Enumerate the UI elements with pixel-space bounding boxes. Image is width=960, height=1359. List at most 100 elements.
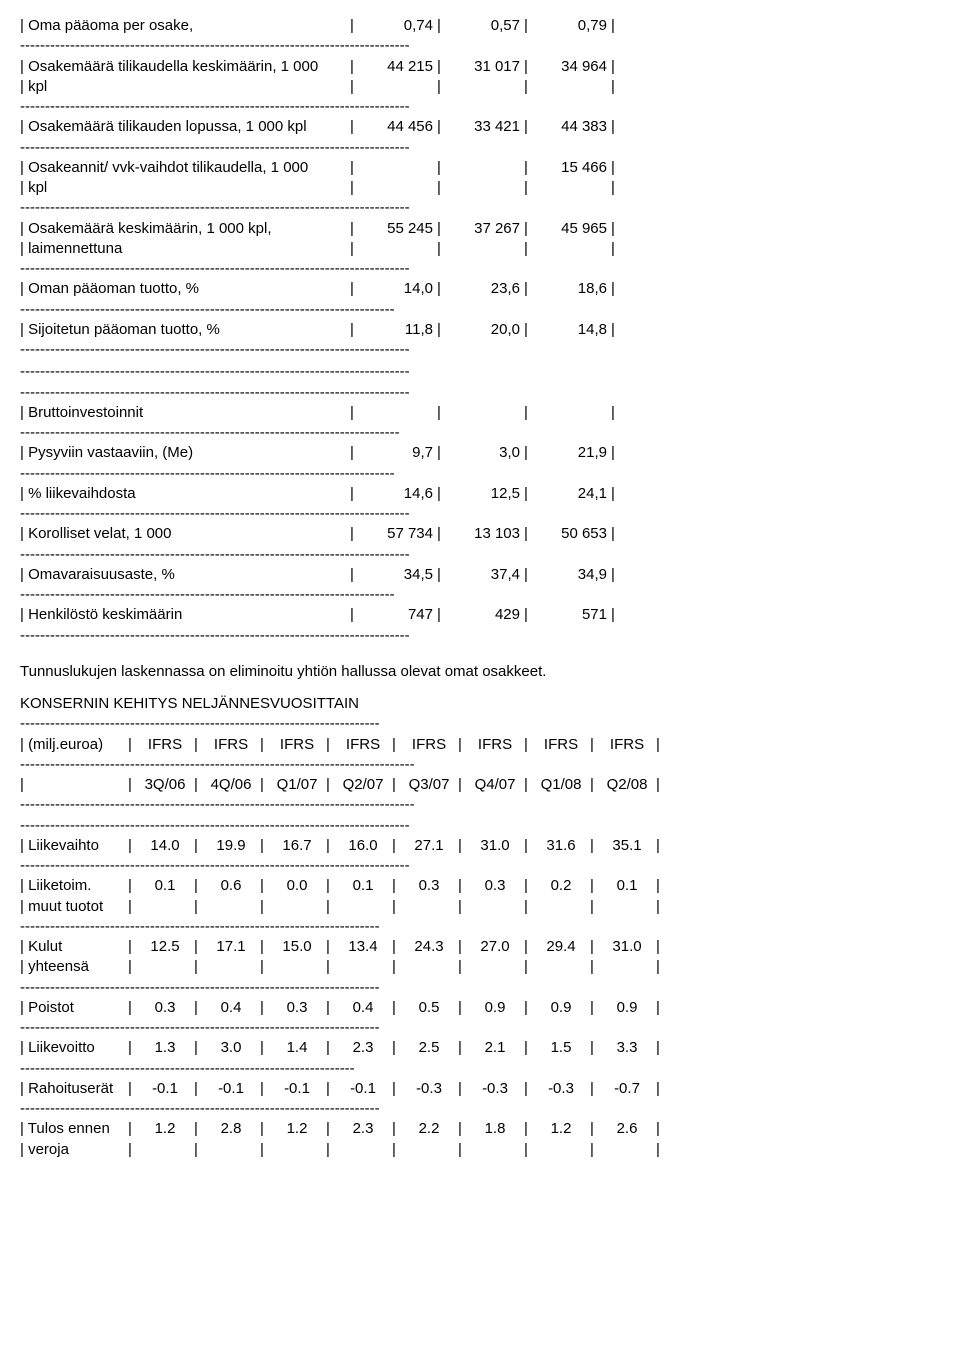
cell: 0.3 [400, 876, 458, 896]
pipe: | [524, 775, 532, 795]
pipe: | [524, 77, 532, 97]
separator: ----------------------------------------… [20, 917, 940, 937]
table-row: | Kulut|12.5|17.1|15.0|13.4|24.3|27.0|29… [20, 937, 940, 957]
table-row-sub: | kpl|||| [20, 77, 940, 97]
pipe: | [524, 443, 532, 463]
cell: IFRS [466, 735, 524, 755]
pipe: | [437, 484, 445, 504]
pipe: | [524, 57, 532, 77]
pipe: | [350, 77, 358, 97]
separator: ----------------------------------------… [20, 97, 940, 117]
table-row: | |3Q/06|4Q/06|Q1/07|Q2/07|Q3/07|Q4/07|Q… [20, 775, 940, 795]
pipe: | [350, 239, 358, 259]
cell: 16.0 [334, 836, 392, 856]
cell: 14,0 [358, 279, 437, 299]
cell: Q1/08 [532, 775, 590, 795]
pipe: | [128, 897, 136, 917]
pipe: | [260, 775, 268, 795]
pipe: | [524, 403, 532, 423]
cell: 0.1 [136, 876, 194, 896]
pipe: | [260, 876, 268, 896]
cell: 33 421 [445, 117, 524, 137]
cell: -0.1 [136, 1079, 194, 1099]
pipe: | [611, 178, 619, 198]
table-row: | Omavaraisuusaste, %|34,5|37,4|34,9| [20, 565, 940, 585]
table-row: | Liikevoitto|1.3|3.0|1.4|2.3|2.5|2.1|1.… [20, 1038, 940, 1058]
cell: IFRS [268, 735, 326, 755]
cell: IFRS [202, 735, 260, 755]
cell: 14,6 [358, 484, 437, 504]
pipe: | [524, 565, 532, 585]
pipe: | [524, 937, 532, 957]
cell: 3.0 [202, 1038, 260, 1058]
pipe: | [524, 998, 532, 1018]
pipe: | [194, 1140, 202, 1160]
row-label: | Osakemäärä tilikaudella keskimäärin, 1… [20, 57, 350, 77]
separator: ----------------------------------------… [20, 545, 940, 565]
pipe: | [437, 77, 445, 97]
cell: -0.1 [202, 1079, 260, 1099]
pipe: | [350, 16, 358, 36]
row-values: |||15 466| [350, 158, 619, 178]
pipe: | [128, 1038, 136, 1058]
cell: 31.6 [532, 836, 590, 856]
pipe: | [611, 524, 619, 544]
cell: 2.6 [598, 1119, 656, 1139]
pipe: | [194, 876, 202, 896]
pipe: | [656, 957, 664, 977]
pipe: | [524, 16, 532, 36]
pipe: | [350, 524, 358, 544]
cell: 0.1 [598, 876, 656, 896]
cell: 429 [445, 605, 524, 625]
cell: 27.0 [466, 937, 524, 957]
pipe: | [350, 320, 358, 340]
cell: 27.1 [400, 836, 458, 856]
pipe: | [656, 1079, 664, 1099]
pipe: | [392, 735, 400, 755]
pipe: | [524, 178, 532, 198]
row-values: |44 456|33 421|44 383| [350, 117, 619, 137]
pipe: | [590, 735, 598, 755]
row-values: |14,6|12,5|24,1| [350, 484, 619, 504]
row-label: | Liiketoim. [20, 876, 128, 896]
pipe: | [524, 1079, 532, 1099]
pipe: | [524, 1140, 532, 1160]
pipe: | [611, 77, 619, 97]
row-label: | % liikevaihdosta [20, 484, 350, 504]
pipe: | [656, 735, 664, 755]
cell: 20,0 [445, 320, 524, 340]
pipe: | [437, 524, 445, 544]
pipe: | [437, 158, 445, 178]
cell: 571 [532, 605, 611, 625]
pipe: | [611, 320, 619, 340]
cell: 0,79 [532, 16, 611, 36]
pipe: | [458, 1079, 466, 1099]
pipe: | [611, 443, 619, 463]
pipe: | [128, 836, 136, 856]
pipe: | [392, 1038, 400, 1058]
pipe: | [194, 735, 202, 755]
pipe: | [128, 876, 136, 896]
table-row-sub: | muut tuotot||||||||| [20, 897, 940, 917]
cell: 14,8 [532, 320, 611, 340]
pipe: | [611, 403, 619, 423]
pipe: | [656, 1140, 664, 1160]
row-label: | Omavaraisuusaste, % [20, 565, 350, 585]
pipe: | [611, 605, 619, 625]
pipe: | [392, 836, 400, 856]
pipe: | [392, 957, 400, 977]
pipe: | [656, 937, 664, 957]
pipe: | [350, 443, 358, 463]
row-label: | Osakeannit/ vvk-vaihdot tilikaudella, … [20, 158, 350, 178]
row-label: | Korolliset velat, 1 000 [20, 524, 350, 544]
pipe: | [524, 117, 532, 137]
cell: 55 245 [358, 219, 437, 239]
cell: 44 215 [358, 57, 437, 77]
pipe: | [458, 876, 466, 896]
row-values: |57 734|13 103|50 653| [350, 524, 619, 544]
cell: 16.7 [268, 836, 326, 856]
pipe: | [524, 484, 532, 504]
pipe: | [437, 320, 445, 340]
pipe: | [128, 735, 136, 755]
cell: Q2/08 [598, 775, 656, 795]
